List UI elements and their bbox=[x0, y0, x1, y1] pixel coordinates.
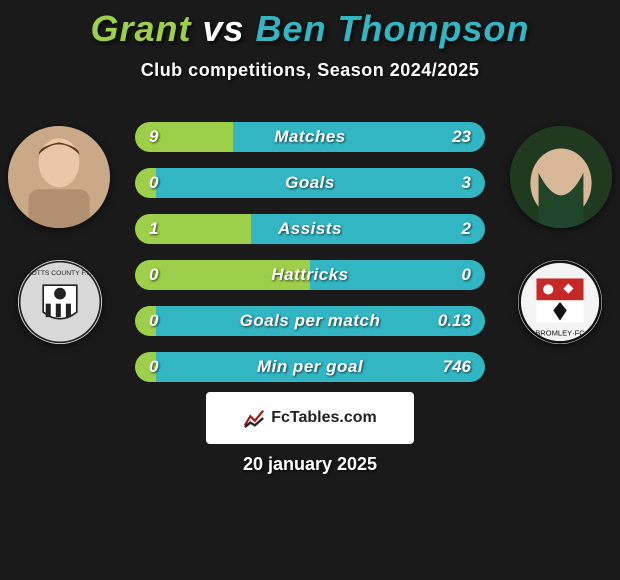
stat-bars: 923Matches 03Goals 12Assists 00Hattricks 00.… bbox=[135, 122, 485, 398]
stat-label: Min per goal bbox=[135, 352, 485, 382]
stat-label: Goals bbox=[135, 168, 485, 198]
stat-row: 00.13Goals per match bbox=[135, 306, 485, 336]
brand-text: FcTables.com bbox=[271, 409, 377, 427]
stat-row: 00Hattricks bbox=[135, 260, 485, 290]
stat-label: Goals per match bbox=[135, 306, 485, 336]
player1-club-badge: NOTTS COUNTY F.C. bbox=[18, 260, 102, 344]
page-title: Grant vs Ben Thompson bbox=[0, 8, 620, 50]
stat-row: 03Goals bbox=[135, 168, 485, 198]
player2-avatar bbox=[510, 126, 612, 228]
svg-text:NOTTS COUNTY F.C.: NOTTS COUNTY F.C. bbox=[27, 270, 94, 277]
title-player1: Grant bbox=[90, 8, 191, 49]
stat-row: 12Assists bbox=[135, 214, 485, 244]
player2-club-badge: BROMLEY·FC bbox=[518, 260, 602, 344]
player1-avatar bbox=[8, 126, 110, 228]
stat-label: Matches bbox=[135, 122, 485, 152]
chart-icon bbox=[243, 407, 265, 429]
stat-row: 923Matches bbox=[135, 122, 485, 152]
title-vs: vs bbox=[202, 8, 244, 49]
snapshot-date: 20 january 2025 bbox=[0, 454, 620, 475]
brand-badge: FcTables.com bbox=[206, 392, 414, 444]
subtitle: Club competitions, Season 2024/2025 bbox=[0, 60, 620, 81]
stat-row: 0746Min per goal bbox=[135, 352, 485, 382]
svg-text:BROMLEY·FC: BROMLEY·FC bbox=[535, 329, 585, 338]
stat-label: Hattricks bbox=[135, 260, 485, 290]
title-player2: Ben Thompson bbox=[256, 8, 530, 49]
stat-label: Assists bbox=[135, 214, 485, 244]
comparison-card: Grant vs Ben Thompson Club competitions,… bbox=[0, 0, 620, 580]
